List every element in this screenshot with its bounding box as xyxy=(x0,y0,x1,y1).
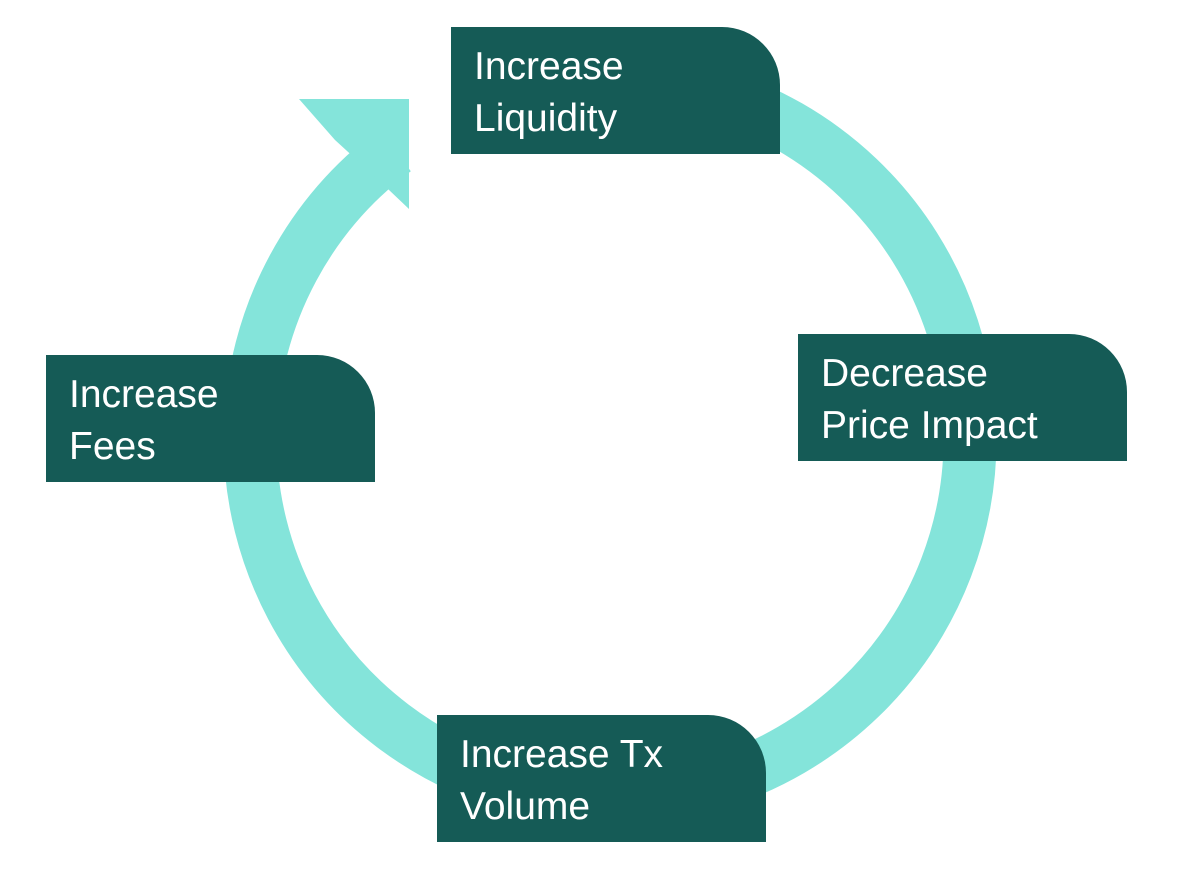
node-decrease-price-impact: Decrease Price Impact xyxy=(798,334,1127,461)
node-label-line1: Decrease xyxy=(821,352,988,395)
cycle-arrow-head xyxy=(299,99,409,209)
node-increase-tx-volume: Increase Tx Volume xyxy=(437,715,766,842)
node-label-line2: Liquidity xyxy=(474,97,618,140)
node-label-line2: Price Impact xyxy=(821,404,1038,447)
node-label-line2: Fees xyxy=(69,425,156,468)
node-label-line1: Increase Tx xyxy=(460,733,664,776)
node-label-line1: Increase xyxy=(474,45,624,88)
node-increase-liquidity: Increase Liquidity xyxy=(451,27,780,154)
node-label-line2: Volume xyxy=(460,785,591,828)
node-increase-fees: Increase Fees xyxy=(46,355,375,482)
node-label-line1: Increase xyxy=(69,373,219,416)
